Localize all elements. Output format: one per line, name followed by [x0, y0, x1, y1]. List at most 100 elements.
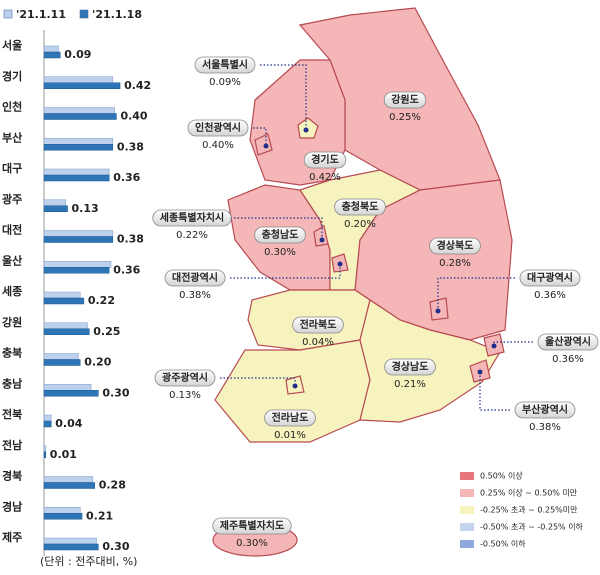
- legend-label: -0.50% 초과 ~ -0.25% 이하: [480, 522, 584, 532]
- value-label: 0.36: [113, 263, 140, 276]
- bar: [43, 138, 114, 145]
- bar: [43, 45, 59, 53]
- region-name: 대전광역시: [172, 271, 218, 284]
- legend-swatch: [460, 489, 474, 497]
- region-callout: [303, 151, 347, 169]
- value-label: 0.25: [93, 325, 120, 338]
- legend-swatch: [460, 472, 474, 480]
- bar: [43, 420, 52, 428]
- region-value: 0.09%: [209, 77, 241, 88]
- value-label: 0.30: [102, 540, 129, 553]
- region-value: 0.42%: [309, 172, 341, 183]
- legend-label: '21.1.11: [16, 8, 66, 21]
- region-callout: [194, 56, 256, 74]
- region-callout: [514, 401, 576, 419]
- bar: [43, 267, 110, 274]
- leader-line: [437, 277, 515, 311]
- region-name: 세종특별자치시: [160, 211, 224, 224]
- region-name: 전라북도: [300, 318, 337, 331]
- category-label: 제주: [2, 530, 22, 544]
- region-name: 충청남도: [262, 228, 299, 241]
- value-label: 0.13: [72, 202, 99, 215]
- bar: [43, 537, 97, 545]
- bar: [43, 76, 114, 83]
- category-label: 충북: [2, 346, 22, 360]
- value-label: 0.04: [55, 417, 82, 430]
- bar: [43, 230, 114, 237]
- category-label: 서울: [2, 38, 22, 52]
- category-label: 충남: [2, 376, 22, 390]
- legend-swatch: [460, 506, 474, 514]
- region-callout: [187, 119, 249, 137]
- footnote: (단위 : 전주대비, %): [40, 555, 137, 568]
- legend-label: '21.1.18: [92, 8, 142, 21]
- legend-swatch: [460, 540, 474, 548]
- category-label: 전북: [2, 407, 22, 421]
- category-label: 세종: [2, 284, 22, 298]
- value-label: 0.36: [113, 171, 140, 184]
- region-name: 경기도: [311, 153, 339, 166]
- region-seoul: [297, 117, 319, 139]
- category-label: 경남: [2, 499, 22, 513]
- bar: [43, 322, 88, 329]
- region-callout: [519, 269, 581, 287]
- bar: [43, 82, 121, 89]
- bar: [43, 297, 85, 305]
- value-label: 0.38: [117, 140, 144, 153]
- value-label: 0.01: [50, 448, 77, 461]
- region-callout: [384, 358, 436, 376]
- bar: [43, 51, 61, 59]
- bar: [43, 107, 115, 114]
- region-name: 인천광역시: [195, 121, 241, 134]
- value-label: 0.40: [120, 110, 147, 123]
- value-label: 0.09: [64, 48, 91, 61]
- leader-line: [220, 377, 296, 386]
- bar: [43, 291, 81, 299]
- bar: [43, 113, 117, 120]
- category-label: 강원: [2, 315, 22, 329]
- bar: [43, 359, 81, 366]
- region-name: 부산광역시: [522, 403, 568, 416]
- bar: [43, 261, 112, 268]
- region-value: 0.04%: [302, 337, 334, 348]
- legend-label: 0.50% 이상: [480, 471, 523, 481]
- region-callout: [254, 226, 306, 244]
- region-name: 제주특별자치도: [220, 519, 284, 532]
- category-label: 부산: [2, 130, 22, 144]
- region-value: 0.28%: [439, 258, 471, 269]
- bar: [43, 513, 83, 520]
- region-sejong: [313, 225, 329, 247]
- value-label: 0.22: [88, 294, 115, 307]
- region-value: 0.38%: [529, 422, 561, 433]
- region-name: 광주광역시: [162, 371, 208, 384]
- bar: [43, 168, 110, 176]
- legend-swatch: [460, 523, 474, 531]
- region-name: 전라남도: [272, 411, 309, 424]
- region-callout: [383, 91, 427, 109]
- region-value: 0.13%: [169, 390, 201, 401]
- region-value: 0.25%: [389, 112, 421, 123]
- category-label: 대구: [2, 161, 22, 175]
- region-callout: [164, 269, 226, 287]
- region-dot: [491, 343, 497, 349]
- bar: [43, 543, 99, 551]
- region-name: 충청북도: [342, 200, 379, 213]
- region-value: 0.38%: [179, 290, 211, 301]
- region-value: 0.21%: [394, 379, 426, 390]
- region-dot: [292, 383, 298, 389]
- legend-label: -0.25% 초과 ~ 0.25%미만: [480, 506, 578, 515]
- region-name: 서울특별시: [202, 58, 248, 71]
- region-name: 대구광역시: [527, 271, 573, 284]
- bar: [43, 353, 79, 360]
- value-label: 0.21: [86, 509, 113, 522]
- region-dot: [337, 261, 343, 267]
- bar: [43, 482, 95, 489]
- leader-line: [493, 341, 533, 346]
- region-value: 0.36%: [552, 354, 584, 365]
- leader-line: [260, 64, 307, 130]
- legend-label: -0.50% 이하: [480, 539, 526, 549]
- region-dot: [319, 237, 325, 243]
- region-value: 0.30%: [236, 538, 268, 549]
- region-callout: [292, 316, 344, 334]
- bar: [43, 507, 81, 514]
